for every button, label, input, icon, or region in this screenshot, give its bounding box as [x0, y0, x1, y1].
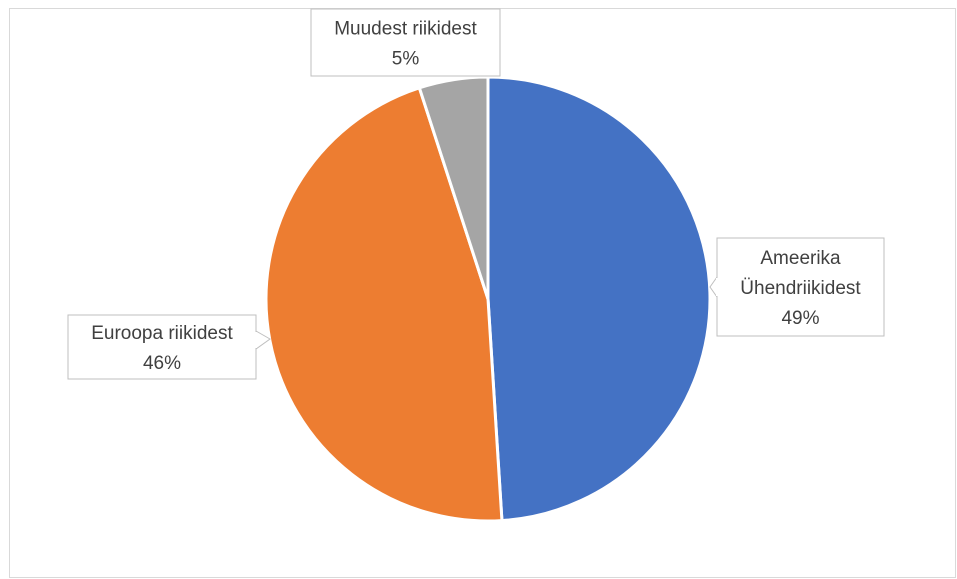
data-label-percent: 49% — [781, 308, 819, 329]
pie-slice-2 — [264, 86, 504, 523]
data-label-box — [310, 8, 501, 77]
data-label-2: Euroopa riikidest 46% — [67, 314, 271, 380]
data-label-category: Ühendriikidest — [740, 278, 861, 299]
data-label-box — [67, 314, 257, 380]
data-label-category: Euroopa riikidest — [91, 323, 233, 344]
data-label-percent: 5% — [392, 49, 420, 70]
data-label-category: Ameerika — [760, 248, 841, 269]
pie-slices — [264, 75, 712, 523]
data-label-3: Muudest riikidest 5% — [310, 8, 501, 77]
pie-slice-1 — [486, 75, 712, 523]
data-label-percent: 46% — [143, 353, 181, 374]
data-label-1: Ameerika Ühendriikidest 49% — [709, 237, 885, 337]
data-label-callouts: Ameerika Ühendriikidest 49% Euroopa riikide… — [67, 8, 885, 380]
pie-slice-3 — [417, 75, 490, 301]
data-label-category: Muudest riikidest — [334, 19, 477, 40]
